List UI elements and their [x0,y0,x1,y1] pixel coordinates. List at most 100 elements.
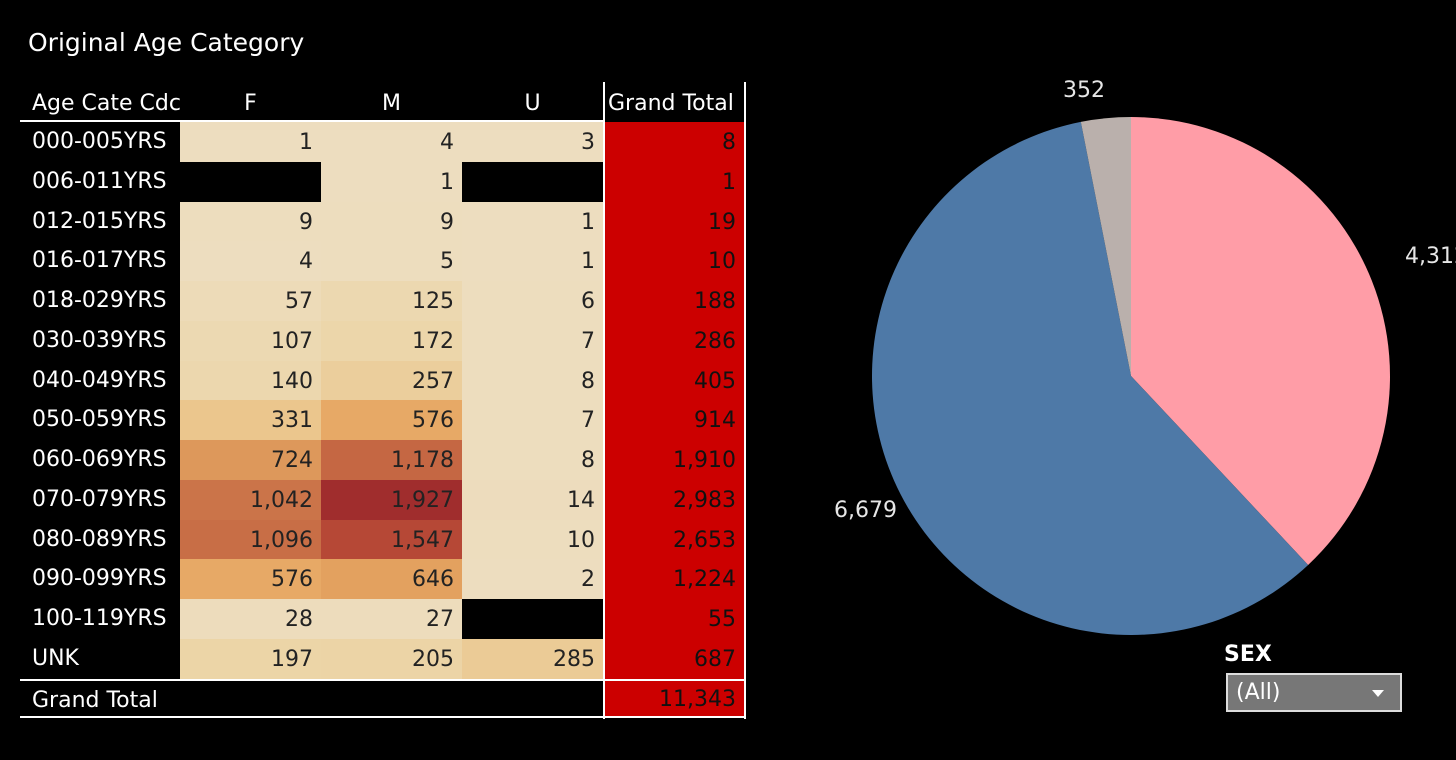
table-row: UNK 197 205 285 687 [20,638,746,679]
pie-slice[interactable] [1080,117,1131,376]
cell-total[interactable]: 1,224 [605,559,744,599]
row-label: 006-011YRS [32,168,167,194]
pie-slice-label: 6,679 [834,498,897,523]
row-label: 090-099YRS [32,566,167,592]
cell-m[interactable]: 125 [321,281,462,321]
cell-u[interactable]: 7 [462,320,603,361]
cell-u[interactable]: 3 [462,122,603,162]
pie-slice-label: 352 [1063,78,1105,103]
cell-total[interactable]: 687 [605,638,744,679]
row-label: 080-089YRS [32,526,167,552]
cell-u[interactable]: 1 [462,241,603,281]
cell-f[interactable]: 724 [180,440,321,480]
cell-f[interactable]: 1,042 [180,479,321,520]
cell-u[interactable]: 14 [462,479,603,520]
cell-m[interactable]: 172 [321,320,462,361]
cell-total[interactable]: 405 [605,360,744,401]
cell-u[interactable]: 10 [462,519,603,560]
row-label: 030-039YRS [32,327,167,353]
table-row: 012-015YRS 9 9 1 19 [20,201,746,242]
table-row: 070-079YRS 1,042 1,927 14 2,983 [20,479,746,520]
cell-f[interactable]: 4 [180,241,321,281]
table-row: 016-017YRS 4 5 1 10 [20,241,746,281]
cell-total[interactable]: 2,653 [605,519,744,560]
cell-u[interactable]: 8 [462,440,603,480]
cell-u[interactable]: 285 [462,638,603,679]
row-label: 012-015YRS [32,208,167,234]
total-divider [603,82,605,719]
cell-u[interactable]: 1 [462,201,603,242]
table-row: 000-005YRS 1 4 3 8 [20,122,746,162]
row-label: 000-005YRS [32,129,167,154]
cell-total[interactable]: 1,910 [605,440,744,480]
cell-u[interactable]: 8 [462,360,603,401]
cell-total[interactable]: 2,983 [605,479,744,520]
cell-total[interactable]: 286 [605,320,744,361]
cell-u[interactable]: 6 [462,281,603,321]
cell-total[interactable]: 188 [605,281,744,321]
cell-m[interactable]: 205 [321,638,462,679]
row-label: 016-017YRS [32,248,167,274]
col-header-f[interactable]: F [244,91,257,116]
cell-f[interactable]: 1 [180,122,321,162]
row-label: 050-059YRS [32,407,167,433]
row-label: UNK [32,645,79,671]
row-label: 070-079YRS [32,486,167,512]
page-title: Original Age Category [28,28,305,57]
cell-f[interactable]: 28 [180,599,321,639]
cell-total[interactable]: 1 [605,161,744,202]
cell-m[interactable]: 1,927 [321,479,462,520]
pie-slice[interactable] [872,121,1309,636]
table-row: 080-089YRS 1,096 1,547 10 2,653 [20,519,746,560]
cell-f[interactable]: 331 [180,400,321,440]
cell-m[interactable]: 646 [321,559,462,599]
cell-m[interactable]: 9 [321,201,462,242]
cell-m[interactable]: 576 [321,400,462,440]
cell-total[interactable]: 55 [605,599,744,639]
right-border [744,82,746,719]
col-header-grand-total[interactable]: Grand Total [608,91,734,116]
cell-m[interactable]: 257 [321,360,462,401]
col-header-u[interactable]: U [524,91,541,116]
cell-f[interactable] [180,161,321,202]
col-header-m[interactable]: M [382,91,401,116]
pie-slice[interactable] [1131,117,1390,565]
row-label: 100-119YRS [32,606,167,631]
cell-f[interactable]: 1,096 [180,519,321,560]
cell-u[interactable] [462,161,603,202]
cell-u[interactable]: 2 [462,559,603,599]
table-row: 030-039YRS 107 172 7 286 [20,320,746,361]
cell-m[interactable]: 1,178 [321,440,462,480]
sex-filter-value: (All) [1236,680,1281,705]
cell-m[interactable]: 5 [321,241,462,281]
table-row: 006-011YRS 1 1 [20,161,746,202]
cell-f[interactable]: 9 [180,201,321,242]
cell-total[interactable]: 8 [605,122,744,162]
cell-m[interactable]: 27 [321,599,462,639]
row-label: 060-069YRS [32,447,167,472]
sex-pie-chart: 4,312 6,679 352 [834,78,1456,636]
cell-total[interactable]: 19 [605,201,744,242]
row-header: Age Cate Cdc [32,91,181,116]
grand-total-label: Grand Total [32,687,158,713]
cell-f[interactable]: 197 [180,638,321,679]
table-row: 050-059YRS 331 576 7 914 [20,400,746,440]
grand-total-divider [20,678,746,681]
table-row: 018-029YRS 57 125 6 188 [20,281,746,321]
cell-f[interactable]: 576 [180,559,321,599]
cell-f[interactable]: 107 [180,320,321,361]
cell-m[interactable]: 1 [321,161,462,202]
cell-u[interactable] [462,599,603,639]
pie-slice-label: 4,312 [1405,244,1456,269]
chevron-down-icon[interactable] [1372,690,1384,697]
grand-total-value[interactable]: 11,343 [605,680,744,716]
cell-m[interactable]: 4 [321,122,462,162]
sex-filter-dropdown[interactable]: (All) [1226,673,1402,712]
cell-m[interactable]: 1,547 [321,519,462,560]
cell-u[interactable]: 7 [462,400,603,440]
cell-total[interactable]: 914 [605,400,744,440]
cell-total[interactable]: 10 [605,241,744,281]
cell-f[interactable]: 140 [180,360,321,401]
header-divider [20,120,604,122]
cell-f[interactable]: 57 [180,281,321,321]
